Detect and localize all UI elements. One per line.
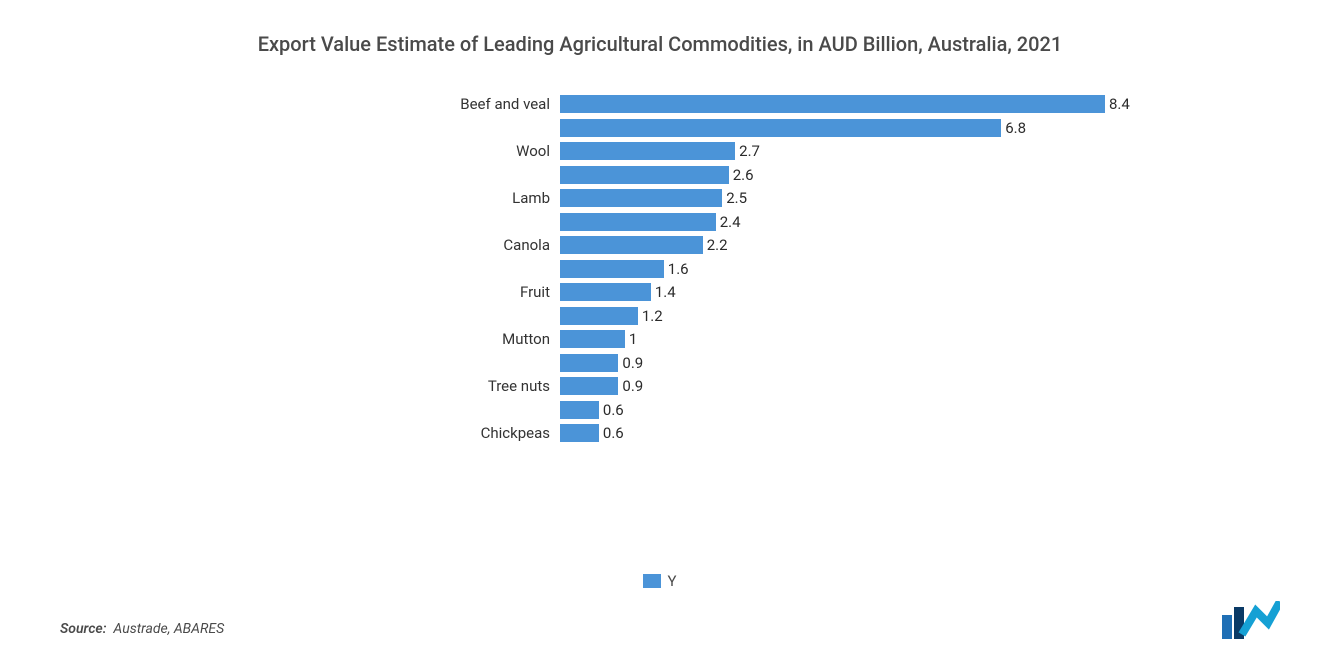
value-label: 2.4 [716, 213, 741, 231]
value-label: 1.4 [651, 283, 676, 301]
bar [560, 213, 716, 231]
bar [560, 283, 651, 301]
value-label: 2.2 [703, 236, 728, 254]
source-attribution: Source: Austrade, ABARES [60, 621, 224, 637]
source-prefix: Source: [60, 621, 106, 637]
bar [560, 307, 638, 325]
bar-row: Wool 2.7 [0, 140, 1240, 162]
value-label: 1.2 [638, 307, 663, 325]
value-label: 0.9 [618, 377, 643, 395]
bar-row: 0.6 [0, 399, 1240, 421]
chart-legend: Y [0, 571, 1320, 590]
value-label: 1.6 [664, 260, 689, 278]
bar-row: Beef and veal 8.4 [0, 93, 1240, 115]
chart-title: Export Value Estimate of Leading Agricul… [0, 0, 1320, 68]
value-label: 1 [625, 330, 637, 348]
value-label: 0.6 [599, 424, 624, 442]
bar [560, 260, 664, 278]
bar-row: 6.8 [0, 117, 1240, 139]
legend-swatch [643, 574, 661, 588]
bar [560, 95, 1105, 113]
bar-row: 0.9 [0, 352, 1240, 374]
value-label: 8.4 [1105, 95, 1130, 113]
value-label: 6.8 [1001, 119, 1026, 137]
category-label: Lamb [358, 187, 558, 209]
bar [560, 166, 729, 184]
category-label: Beef and veal [358, 93, 558, 115]
value-label: 2.6 [729, 166, 754, 184]
source-text: Austrade, ABARES [113, 621, 224, 637]
bar [560, 330, 625, 348]
category-label: Chickpeas [358, 422, 558, 444]
value-label: 0.6 [599, 401, 624, 419]
bar [560, 236, 703, 254]
bar [560, 142, 735, 160]
category-label: Tree nuts [358, 375, 558, 397]
bar-row: Lamb 2.5 [0, 187, 1240, 209]
bar [560, 189, 722, 207]
bar [560, 354, 618, 372]
bar-row: 2.6 [0, 164, 1240, 186]
bar-row: Mutton 1 [0, 328, 1240, 350]
bar [560, 377, 618, 395]
value-label: 2.7 [735, 142, 760, 160]
bar [560, 424, 599, 442]
brand-logo-icon [1220, 601, 1280, 645]
category-label: Mutton [358, 328, 558, 350]
category-label: Wool [358, 140, 558, 162]
value-label: 0.9 [618, 354, 643, 372]
category-label: Fruit [358, 281, 558, 303]
category-label: Canola [358, 234, 558, 256]
chart-plot-area: Beef and veal 8.4 6.8 Wool 2.7 2.6 Lamb 2.5 2.4 C… [0, 93, 1240, 453]
bar-row: Fruit 1.4 [0, 281, 1240, 303]
bar [560, 401, 599, 419]
bar-row: 1.6 [0, 258, 1240, 280]
bar-row: 2.4 [0, 211, 1240, 233]
bar [560, 119, 1001, 137]
legend-label: Y [667, 572, 676, 590]
value-label: 2.5 [722, 189, 747, 207]
bar-row: Canola 2.2 [0, 234, 1240, 256]
bar-row: Chickpeas 0.6 [0, 422, 1240, 444]
bar-row: Tree nuts 0.9 [0, 375, 1240, 397]
bar-row: 1.2 [0, 305, 1240, 327]
